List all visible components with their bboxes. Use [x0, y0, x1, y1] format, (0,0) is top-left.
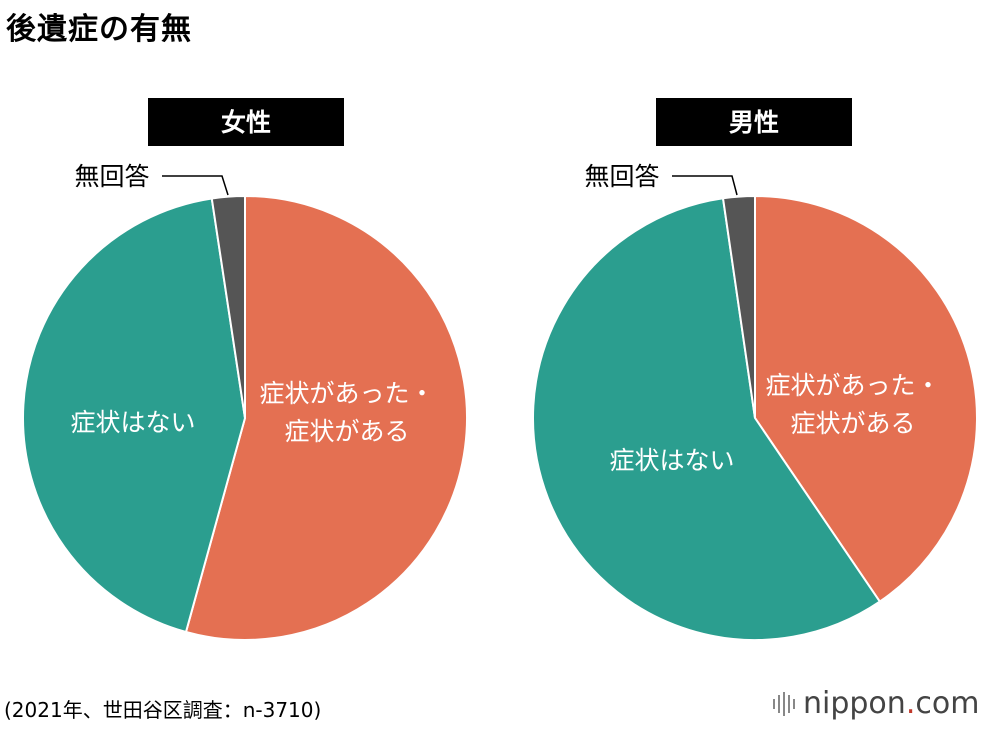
pie-0-title-box [148, 98, 344, 146]
brand-tld: com [915, 686, 980, 721]
pie-0-slice-0-label-line2: 症状がある [284, 417, 409, 446]
brand-logo: nippon. com [773, 686, 979, 721]
pie-1-slice-1 [532, 197, 882, 641]
brand-mark-icon [773, 691, 795, 716]
pie-0-title: 女性 [221, 108, 271, 137]
brand-dot: . [905, 686, 916, 721]
pie-0-slice-1 [22, 197, 247, 634]
pie-1-slice-1-label: 症状はない [609, 446, 734, 475]
pie-0-callout-leader [162, 175, 229, 196]
page-title: 後遺症の有無 [6, 12, 192, 47]
pie-0-slice-0 [184, 194, 468, 641]
source-note: (2021年、世田谷区調査：n-3710) [4, 698, 322, 722]
pie-1-title: 男性 [729, 108, 779, 137]
brand-name: nippon [803, 686, 906, 721]
pie-1-slice-0 [754, 194, 978, 604]
pie-0-slice-0-label-line1: 症状があった・ [259, 379, 434, 408]
pie-1-slice-0-label-line1: 症状があった・ [765, 371, 940, 400]
pie-0-slice-1-label: 症状はない [70, 408, 195, 437]
pie-1-callout-leader [672, 175, 738, 196]
pie-0-slice-2 [210, 194, 246, 419]
pie-1-slice-2 [721, 194, 756, 419]
pie-1-slice-2-label: 無回答 [584, 162, 659, 191]
pie-0-slice-2-label: 無回答 [74, 162, 149, 191]
pie-1-title-box [656, 98, 852, 146]
pie-1-slice-0-label-line2: 症状がある [790, 409, 915, 438]
